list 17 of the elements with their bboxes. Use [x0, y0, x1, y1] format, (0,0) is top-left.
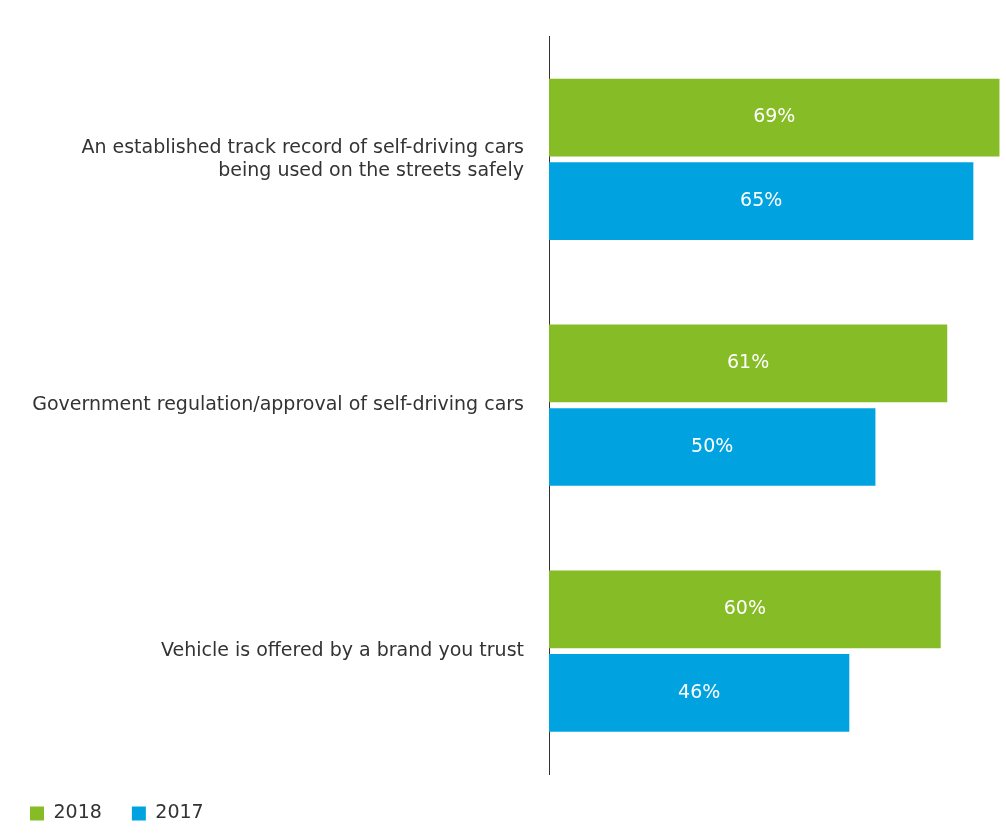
y-tick-label: Vehicle is offered by a brand you trust — [160, 638, 524, 660]
data-label: 61% — [727, 350, 770, 373]
bar — [549, 78, 1000, 157]
data-label: 60% — [723, 596, 766, 619]
legend-label: 2017 — [155, 800, 204, 823]
data-label: 46% — [678, 679, 721, 702]
y-tick-label: An established track record of self-driving cars being used on the streets safely — [81, 134, 524, 180]
data-label: 50% — [691, 433, 734, 456]
data-label: 65% — [740, 188, 783, 211]
bar — [549, 408, 876, 486]
bar — [549, 162, 974, 240]
y-tick-label: Government regulation/approval of self-driving cars — [32, 392, 524, 415]
data-label: 69% — [753, 104, 796, 127]
legend-label: 2018 — [53, 800, 102, 823]
bar — [549, 324, 948, 403]
bar — [549, 653, 850, 732]
bar — [549, 570, 941, 649]
